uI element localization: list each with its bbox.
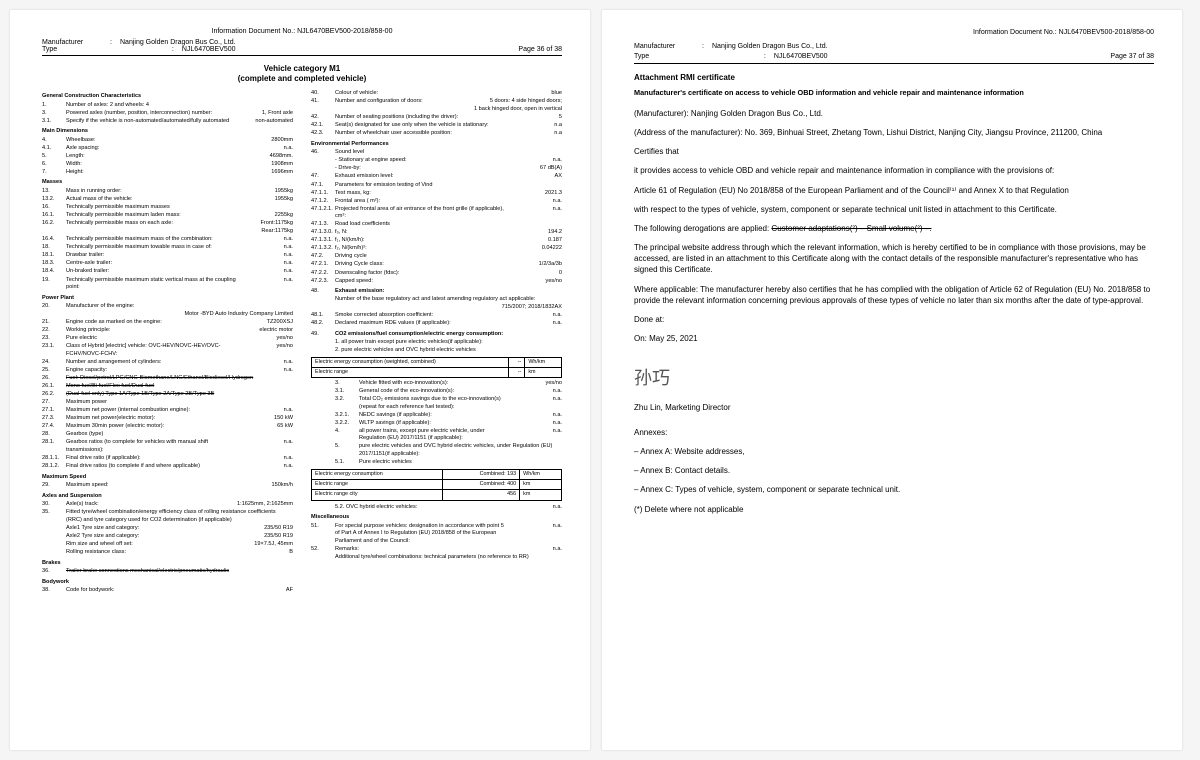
page-36: Information Document No.: NJL6470BEV500-… <box>10 10 590 750</box>
energy-table-1: Electric energy consumption (weighted, c… <box>311 357 562 379</box>
type-value: NJL6470BEV500 <box>182 46 236 53</box>
type-label: Type <box>42 46 172 53</box>
page-number: Page 36 of 38 <box>518 46 562 53</box>
cert-done: Done at: <box>634 314 1154 325</box>
cert-date: On: May 25, 2021 <box>634 333 1154 344</box>
annex-b: – Annex B: Contact details. <box>634 465 1154 476</box>
section-bodywork: Bodywork <box>42 579 293 587</box>
section-axles: Axles and Suspension <box>42 493 293 501</box>
spec-columns: General Construction Characteristics 1.N… <box>42 90 562 595</box>
page-number-2: Page 37 of 38 <box>1110 52 1154 62</box>
left-column: General Construction Characteristics 1.N… <box>42 90 293 595</box>
signature: 孙巧 <box>634 366 1154 391</box>
cert-respect: with respect to the types of vehicle, sy… <box>634 204 1154 215</box>
cert-article62: Where applicable: The manufacturer hereb… <box>634 284 1154 306</box>
section-misc: Miscellaneous <box>311 514 562 522</box>
page-header: Manufacturer:Nanjing Golden Dragon Bus C… <box>42 39 562 56</box>
cert-manufacturer: (Manufacturer): Nanjing Golden Dragon Bu… <box>634 108 1154 119</box>
header-left-2: Manufacturer:Nanjing Golden Dragon Bus C… <box>634 42 828 62</box>
page-37: Information Document No.: NJL6470BEV500-… <box>602 10 1182 750</box>
doc-number: Information Document No.: NJL6470BEV500-… <box>42 28 562 35</box>
right-column: 40.Colour of vehicle:blue 41.Number and … <box>311 90 562 595</box>
annex-note: (*) Delete where not applicable <box>634 504 1154 515</box>
cert-derogations: The following derogations are applied: C… <box>634 223 1154 234</box>
section-environmental: Environmental Performances <box>311 141 562 149</box>
energy-table-2: Electric energy consumptionCombined: 193… <box>311 469 562 501</box>
mfr-label: Manufacturer <box>42 39 110 46</box>
section-dimensions: Main Dimensions <box>42 128 293 136</box>
cert-address: (Address of the manufacturer): No. 369, … <box>634 127 1154 138</box>
attachment-title: Attachment RMI certificate <box>634 72 1154 83</box>
cert-provides: it provides access to vehicle OBD and ve… <box>634 165 1154 176</box>
attachment-subtitle: Manufacturer's certificate on access to … <box>634 88 1154 98</box>
page-header-2: Manufacturer:Nanjing Golden Dragon Bus C… <box>634 42 1154 65</box>
section-speed: Maximum Speed <box>42 474 293 482</box>
section-general: General Construction Characteristics <box>42 93 293 101</box>
cert-article61: Article 61 of Regulation (EU) No 2018/85… <box>634 185 1154 196</box>
section-power: Power Plant <box>42 295 293 303</box>
cert-certifies: Certifies that <box>634 146 1154 157</box>
doc-number-2: Information Document No.: NJL6470BEV500-… <box>634 28 1154 38</box>
mfr-value: Nanjing Golden Dragon Bus Co., Ltd. <box>120 39 236 46</box>
section-masses: Masses <box>42 179 293 187</box>
section-brakes: Brakes <box>42 560 293 568</box>
signer-name: Zhu Lin, Marketing Director <box>634 402 1154 413</box>
annex-a: – Annex A: Website addresses, <box>634 446 1154 457</box>
annex-c: – Annex C: Types of vehicle, system, com… <box>634 484 1154 495</box>
cert-website: The principal website address through wh… <box>634 242 1154 276</box>
annexes-title: Annexes: <box>634 427 1154 438</box>
header-left: Manufacturer:Nanjing Golden Dragon Bus C… <box>42 39 236 53</box>
category-title: Vehicle category M1 (complete and comple… <box>42 64 562 84</box>
